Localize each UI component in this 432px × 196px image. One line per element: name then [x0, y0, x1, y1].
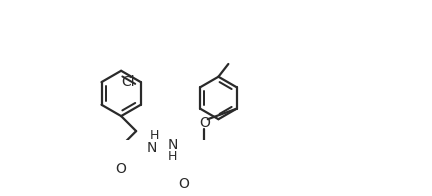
- Text: N: N: [168, 138, 178, 152]
- Text: O: O: [199, 116, 210, 131]
- Text: O: O: [178, 177, 189, 191]
- Text: H: H: [168, 150, 177, 163]
- Text: H: H: [149, 129, 159, 142]
- Text: Cl: Cl: [121, 75, 135, 89]
- Text: O: O: [116, 162, 127, 176]
- Text: N: N: [146, 141, 157, 154]
